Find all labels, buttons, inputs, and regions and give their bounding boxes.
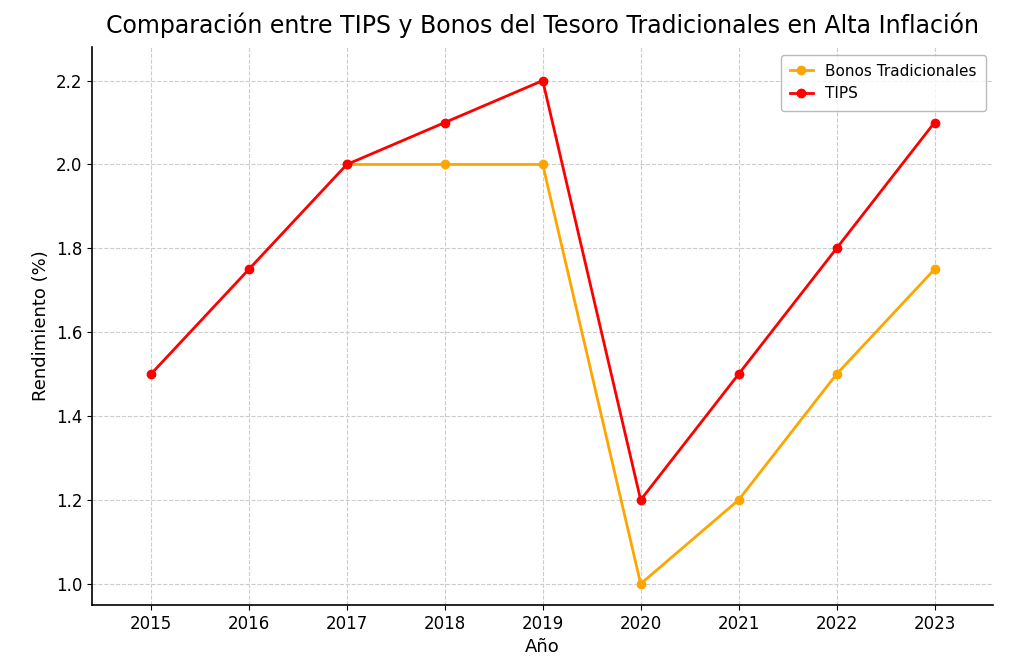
- TIPS: [732, 370, 744, 378]
- Line: TIPS: TIPS: [146, 77, 939, 504]
- TIPS: [537, 77, 549, 85]
- TIPS: [243, 265, 255, 274]
- TIPS: [438, 118, 451, 126]
- Bonos Tradicionales: [438, 161, 451, 169]
- Y-axis label: Rendimiento (%): Rendimiento (%): [33, 251, 50, 401]
- Bonos Tradicionales: [537, 161, 549, 169]
- Legend: Bonos Tradicionales, TIPS: Bonos Tradicionales, TIPS: [780, 54, 986, 111]
- TIPS: [144, 370, 157, 378]
- Bonos Tradicionales: [929, 265, 941, 274]
- Line: Bonos Tradicionales: Bonos Tradicionales: [343, 161, 939, 588]
- TIPS: [830, 245, 843, 253]
- TIPS: [341, 161, 353, 169]
- X-axis label: Año: Año: [525, 638, 560, 656]
- Bonos Tradicionales: [732, 496, 744, 504]
- TIPS: [635, 496, 647, 504]
- Bonos Tradicionales: [635, 580, 647, 588]
- TIPS: [929, 118, 941, 126]
- Bonos Tradicionales: [830, 370, 843, 378]
- Title: Comparación entre TIPS y Bonos del Tesoro Tradicionales en Alta Inflación: Comparación entre TIPS y Bonos del Tesor…: [106, 13, 979, 38]
- Bonos Tradicionales: [341, 161, 353, 169]
